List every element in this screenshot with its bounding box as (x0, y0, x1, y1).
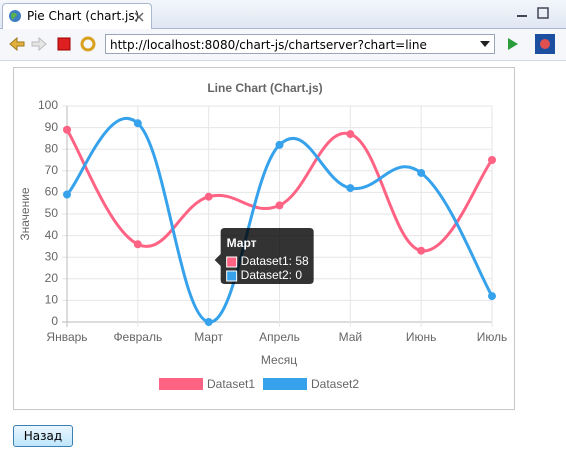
point (346, 184, 355, 193)
legend-label: Dataset2 (311, 377, 359, 391)
window-controls[interactable] (515, 4, 555, 24)
y-tick-label: 60 (45, 185, 59, 199)
point (275, 201, 284, 210)
x-tick-label: Июль (477, 330, 508, 344)
x-tick-label: Май (339, 330, 363, 344)
point (133, 119, 142, 128)
nav-buttons[interactable] (0, 29, 100, 60)
y-tick-label: 50 (45, 206, 59, 220)
x-tick-label: Март (194, 330, 223, 344)
close-tab[interactable] (134, 12, 144, 22)
y-tick-label: 100 (38, 98, 58, 112)
url-dropdown[interactable] (480, 41, 490, 49)
y-tick-label: 0 (51, 314, 58, 328)
tab[interactable]: Pie Chart (chart.js) (2, 3, 152, 29)
point (275, 140, 284, 149)
x-tick-label: Июнь (406, 330, 437, 344)
globe-icon (9, 10, 21, 22)
chart-title: Line Chart (Chart.js) (207, 81, 322, 95)
y-tick-label: 10 (45, 293, 59, 307)
legend-swatch (159, 378, 203, 390)
point (204, 318, 213, 326)
point (133, 240, 142, 249)
legend-label: Dataset1 (207, 377, 255, 391)
point (488, 292, 496, 301)
chart: Line Chart (Chart.js) Значение Месяц 0 10… (18, 81, 508, 391)
point (417, 246, 426, 255)
go-buttons[interactable] (503, 29, 563, 60)
tab-title: Pie Chart (chart.js) (27, 9, 140, 23)
tab-bar: Pie Chart (chart.js) (0, 0, 566, 29)
tooltip-swatch (226, 270, 238, 282)
y-tick-label: 90 (45, 120, 59, 134)
y-tick-label: 30 (45, 249, 59, 263)
x-tick-label: Январь (46, 330, 87, 344)
point (204, 192, 213, 201)
x-tick-label: Февраль (113, 330, 162, 344)
y-axis-label: Значение (18, 187, 32, 241)
tooltip-item: Dataset2: 0 (241, 268, 303, 282)
tooltip-title: Март (227, 236, 257, 250)
tooltip-swatch (226, 256, 238, 268)
chart-container: Line Chart (Chart.js) Значение Месяц 0 10… (13, 67, 515, 410)
y-tick-label: 40 (45, 228, 59, 242)
point (63, 125, 71, 134)
point (346, 130, 355, 139)
point (417, 168, 426, 177)
x-tick-label: Апрель (259, 330, 300, 344)
y-tick-label: 80 (45, 141, 59, 155)
point (488, 156, 496, 164)
tooltip-box (214, 228, 314, 284)
y-tick-label: 70 (45, 163, 59, 177)
url-field[interactable]: http://localhost:8080/chart-js/chartserv… (105, 34, 495, 54)
url-text: http://localhost:8080/chart-js/chartserv… (110, 38, 427, 52)
point (63, 190, 71, 199)
tooltip-item: Dataset1: 58 (241, 254, 309, 268)
toolbar: http://localhost:8080/chart-js/chartserv… (0, 29, 566, 61)
x-axis-label: Месяц (261, 353, 297, 367)
legend-swatch (263, 378, 307, 390)
y-tick-label: 20 (45, 271, 59, 285)
back-button[interactable]: Назад (13, 425, 73, 447)
